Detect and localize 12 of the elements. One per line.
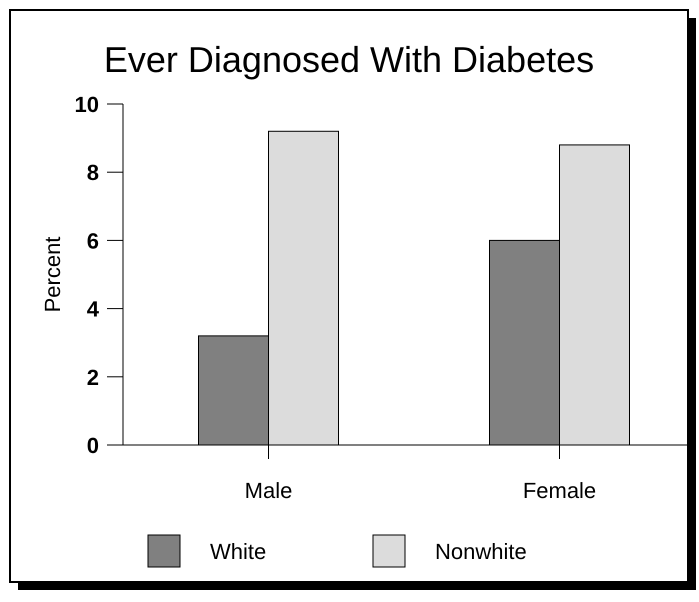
y-tick-label: 4 (86, 296, 100, 322)
x-tick-label: Male (244, 478, 292, 503)
y-tick-label: 2 (86, 364, 99, 390)
legend-label: Nonwhite (435, 539, 527, 564)
y-tick-label: 8 (86, 160, 99, 186)
y-tick-label: 10 (74, 92, 99, 117)
chart-title: Ever Diagnosed With Diabetes (104, 39, 594, 80)
legend-label: White (210, 539, 266, 564)
x-tick-label: Female (522, 478, 596, 503)
y-tick-label: 0 (86, 433, 99, 458)
y-tick-label: 6 (86, 228, 99, 254)
y-axis-title: Percent (40, 236, 65, 312)
